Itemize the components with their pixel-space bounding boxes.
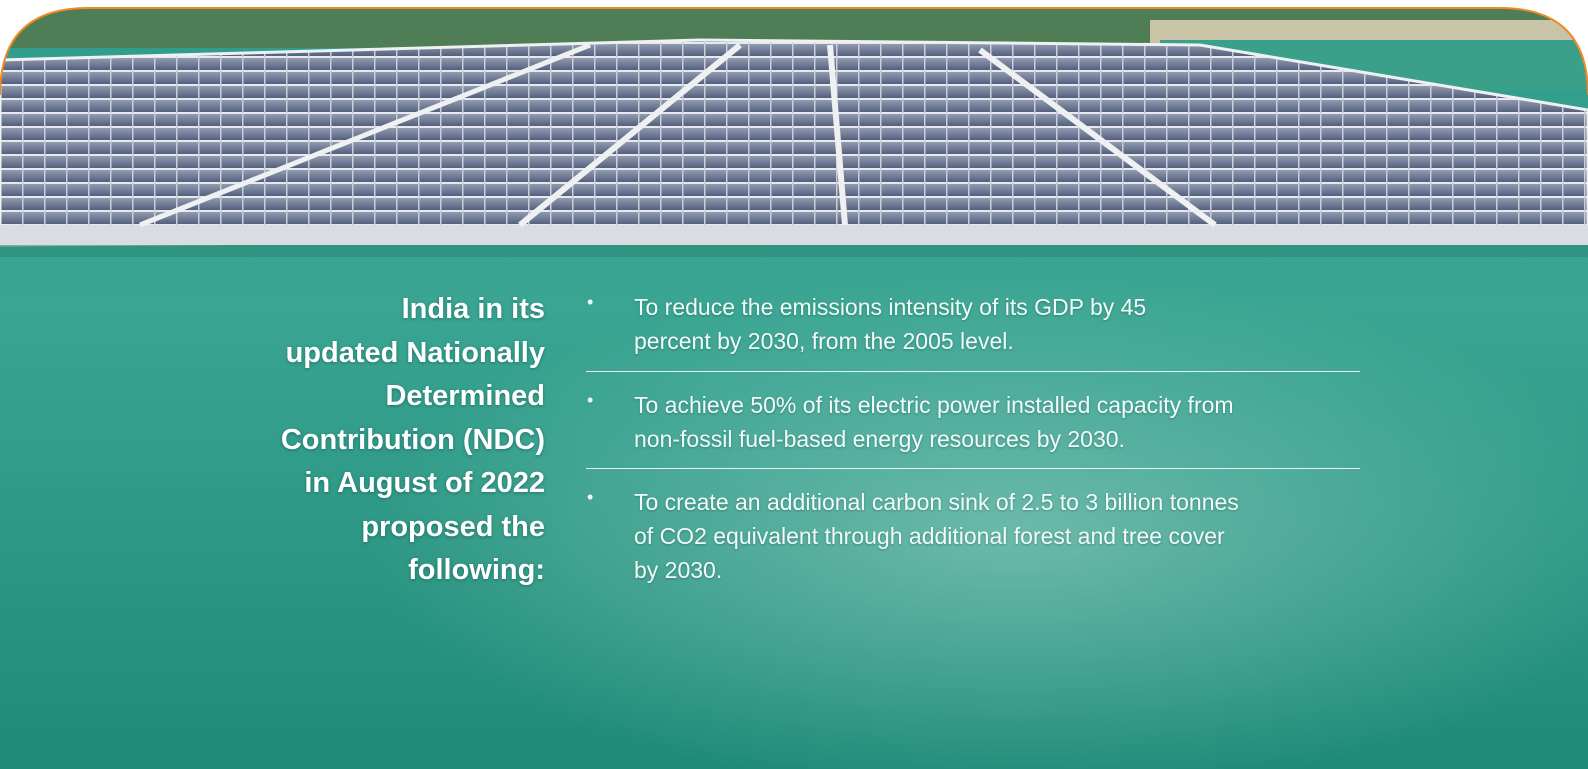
divider (586, 468, 1360, 469)
bullet-text: by 2030. (634, 557, 723, 583)
bullet-dot: • (587, 487, 594, 507)
heading-line: following: (408, 554, 545, 586)
bullet-text: of CO2 equivalent through additional for… (634, 523, 1225, 549)
heading-line: Contribution (NDC) (280, 423, 545, 456)
heading-line: proposed the (361, 510, 545, 543)
heading-line: in August of 2022 (304, 467, 545, 499)
divider (586, 371, 1360, 372)
heading-line: updated Nationally (285, 336, 545, 369)
bullet-dot: • (587, 390, 594, 410)
bullet-dot: • (587, 292, 594, 312)
bullet-text: non-fossil fuel-based energy resources b… (634, 426, 1125, 452)
bullet-text: To reduce the emissions intensity of its… (634, 294, 1147, 320)
bullet-text: percent by 2030, from the 2005 level. (634, 328, 1014, 354)
bullet-text: To create an additional carbon sink of 2… (634, 489, 1239, 515)
heading-line: Determined (385, 380, 545, 412)
heading-line: India in its (401, 293, 545, 325)
bullet-text: To achieve 50% of its electric power ins… (634, 392, 1234, 418)
